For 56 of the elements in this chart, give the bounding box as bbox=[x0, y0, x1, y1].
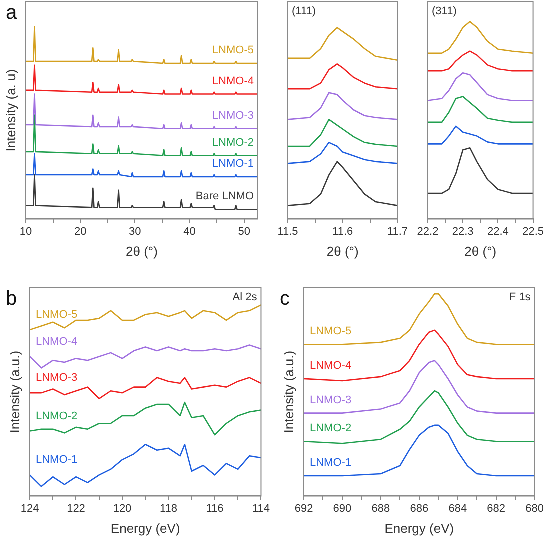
x-axis-title: 2θ (°) bbox=[126, 244, 158, 259]
x-tick-label: 11.7 bbox=[387, 226, 408, 238]
x-tick-label: 20 bbox=[74, 226, 87, 238]
text: Al 2s bbox=[232, 292, 258, 304]
x-tick-label: 690 bbox=[333, 502, 352, 515]
series-label: LNMO-5 bbox=[212, 44, 254, 57]
x-tick-label: 692 bbox=[294, 502, 314, 515]
x-tick-label: 114 bbox=[252, 502, 270, 515]
x-tick-label: 684 bbox=[448, 502, 468, 515]
series-label: LNMO-3 bbox=[36, 372, 78, 384]
x-tick-label: 50 bbox=[238, 226, 250, 238]
x-tick-label: 22.3 bbox=[452, 226, 474, 238]
series-label: LNMO-1 bbox=[212, 158, 254, 170]
x-tick-label: 40 bbox=[184, 226, 196, 238]
x-tick-label: 680 bbox=[526, 502, 544, 515]
series-label: LNMO-3 bbox=[310, 394, 352, 406]
x-tick-label: 120 bbox=[113, 502, 132, 515]
series-label: LNMO-4 bbox=[310, 360, 352, 372]
y-axis-title: Intensity (a.u.) bbox=[8, 350, 23, 434]
series-label: LNMO-5 bbox=[36, 309, 78, 322]
y-axis-title: Intensity (a.u.) bbox=[282, 350, 297, 434]
series-label: LNMO-4 bbox=[36, 336, 78, 348]
series-label: LNMO-1 bbox=[36, 454, 78, 466]
y-axis-title: Intensity (a. u) bbox=[4, 69, 19, 152]
series-label: LNMO-2 bbox=[310, 422, 352, 435]
x-tick-label: 10 bbox=[20, 226, 32, 238]
chart-title: a bbox=[6, 2, 18, 24]
series-label: LNMO-4 bbox=[212, 75, 254, 88]
x-tick-label: 11.6 bbox=[332, 226, 354, 238]
series-label: LNMO-2 bbox=[36, 410, 78, 422]
x-tick-label: 122 bbox=[67, 502, 86, 515]
series-label: LNMO-2 bbox=[212, 136, 254, 149]
x-tick-label: 688 bbox=[372, 502, 390, 515]
series-label: Bare LNMO bbox=[196, 190, 254, 203]
x-tick-label: 30 bbox=[129, 226, 142, 238]
text: (311) bbox=[432, 6, 457, 18]
x-tick-label: 22.5 bbox=[522, 226, 544, 238]
annotation: F 1s bbox=[509, 292, 532, 304]
x-tick-label: 22.2 bbox=[417, 226, 439, 238]
x-tick-label: 682 bbox=[487, 502, 506, 515]
x-tick-label: 124 bbox=[20, 502, 40, 515]
series-label: LNMO-3 bbox=[212, 110, 254, 122]
series-label: LNMO-5 bbox=[310, 326, 352, 338]
x-tick-label: 22.4 bbox=[487, 226, 509, 238]
x-tick-label: 118 bbox=[160, 502, 178, 515]
x-axis-title: 2θ (°) bbox=[464, 244, 497, 259]
x-axis-title: Energy (eV) bbox=[384, 520, 454, 536]
x-tick-label: 116 bbox=[206, 502, 224, 515]
x-tick-label: 11.5 bbox=[278, 226, 298, 238]
x-axis-title: Energy (eV) bbox=[110, 520, 180, 536]
series-label: LNMO-1 bbox=[310, 456, 352, 469]
chart-title: b bbox=[6, 288, 18, 310]
x-axis-title: 2θ (°) bbox=[326, 244, 359, 259]
text: (111) bbox=[292, 6, 316, 18]
x-tick-label: 686 bbox=[410, 502, 429, 515]
chart-title: c bbox=[280, 288, 290, 310]
